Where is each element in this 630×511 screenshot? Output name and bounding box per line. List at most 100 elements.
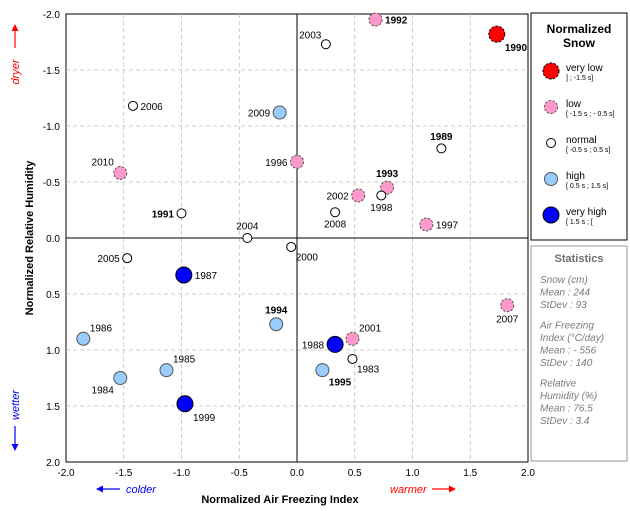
data-point xyxy=(113,166,128,181)
data-point xyxy=(175,266,193,284)
point-label: 1984 xyxy=(92,386,115,397)
y-tick-label: -0.5 xyxy=(43,178,61,189)
point-label: 1999 xyxy=(193,413,216,424)
y-tick-label: 0.0 xyxy=(46,234,60,245)
data-point xyxy=(351,188,366,203)
colder-label: colder xyxy=(126,484,157,496)
legend-entry-label: high xyxy=(566,171,585,182)
point-label: 1998 xyxy=(370,203,393,214)
point-label: 1991 xyxy=(152,209,175,220)
point-label: 2002 xyxy=(326,191,349,202)
x-tick-label: -2.0 xyxy=(57,468,75,479)
point-label: 2009 xyxy=(248,109,271,120)
data-point xyxy=(286,241,297,252)
data-point xyxy=(345,331,360,346)
legend-entry-label: very low xyxy=(566,63,603,74)
point-label: 1995 xyxy=(329,378,352,389)
point-label: 2008 xyxy=(324,220,347,231)
data-point xyxy=(269,317,284,332)
legend: Normalized Snow very low] ; -1.5 s]low[ … xyxy=(530,12,628,241)
point-label: 2006 xyxy=(140,102,163,113)
dryer-indicator: dryer xyxy=(10,24,22,85)
legend-marker xyxy=(544,100,558,114)
x-tick-label: 1.0 xyxy=(406,468,420,479)
statistics-line: Air Freezing xyxy=(539,321,594,332)
wetter-arrowhead-icon xyxy=(11,444,19,451)
data-point xyxy=(380,180,395,195)
point-label: 1990 xyxy=(505,43,528,54)
x-tick-label: 1.5 xyxy=(463,468,477,479)
statistics-line: Snow (cm) xyxy=(540,275,588,286)
statistics-line: Index (°C/day) xyxy=(540,333,604,344)
point-label: 2007 xyxy=(496,315,519,326)
x-tick-label: -0.5 xyxy=(231,468,249,479)
legend-entry-label: very high xyxy=(566,207,607,218)
legend-entry-range: [ 0.5 s ; 1.5 s] xyxy=(566,183,608,190)
data-point xyxy=(127,100,138,111)
data-point xyxy=(113,371,128,385)
statistics-line: Humidity (%) xyxy=(540,391,597,402)
point-label: 2001 xyxy=(359,323,382,334)
point-label: 1983 xyxy=(357,364,380,375)
y-tick-label: 2.0 xyxy=(46,458,60,469)
warmer-indicator: warmer xyxy=(390,484,456,496)
point-label: 2004 xyxy=(236,222,259,233)
legend-marker xyxy=(542,206,560,224)
legend-entry-label: normal xyxy=(566,135,597,146)
zero-axes xyxy=(66,14,528,462)
legend-entry-range: [ 1.5 s ; [ xyxy=(566,219,593,226)
data-point xyxy=(368,12,383,27)
y-tick-label: 0.5 xyxy=(46,290,60,301)
y-axis-label: Normalized Relative Humidity xyxy=(24,160,36,316)
statistics-line: Mean : 244 xyxy=(540,288,590,299)
data-point xyxy=(376,190,387,201)
statistics-box xyxy=(530,245,628,462)
legend-entry-range: [ -1.5 s ; - 0.5 s] xyxy=(566,111,615,118)
point-label: 2005 xyxy=(97,254,120,265)
point-label: 1986 xyxy=(90,323,113,334)
statistics-title: Statistics xyxy=(555,253,604,265)
point-label: 1987 xyxy=(195,271,218,282)
point-label: 1988 xyxy=(302,340,325,351)
y-tick-label: -1.5 xyxy=(43,66,61,77)
legend-entry-range: [ -0.5 s ; 0.5 s] xyxy=(566,147,610,154)
colder-indicator: colder xyxy=(96,484,157,496)
data-point xyxy=(176,395,194,413)
x-tick-label: 2.0 xyxy=(521,468,535,479)
point-label: 1989 xyxy=(430,132,453,143)
statistics-line: Mean : 76.5 xyxy=(540,404,593,415)
data-point xyxy=(326,335,344,353)
y-tick-label: -2.0 xyxy=(43,10,61,21)
point-label: 1994 xyxy=(265,306,288,317)
x-tick-label: 0.5 xyxy=(348,468,362,479)
data-point xyxy=(315,363,330,378)
wetter-label: wetter xyxy=(10,389,22,420)
data-point xyxy=(272,105,287,120)
data-point xyxy=(330,207,341,218)
point-label: 1996 xyxy=(265,158,288,169)
point-label: 1993 xyxy=(376,169,399,180)
legend-entry-range: ] ; -1.5 s] xyxy=(566,75,593,82)
data-point xyxy=(500,298,515,313)
point-label: 1992 xyxy=(385,16,408,27)
point-label: 1985 xyxy=(173,355,196,366)
data-point xyxy=(488,25,506,43)
data-point xyxy=(76,331,91,346)
legend-marker xyxy=(544,172,558,186)
data-point xyxy=(290,154,304,169)
data-point xyxy=(122,253,133,264)
x-axis-label: Normalized Air Freezing Index xyxy=(201,494,359,506)
dryer-label: dryer xyxy=(10,58,22,84)
statistics-line: Mean : - 556 xyxy=(540,346,597,357)
point-label: 2003 xyxy=(299,31,322,42)
y-tick-label: 1.0 xyxy=(46,346,60,357)
point-label: 1997 xyxy=(436,221,459,232)
legend-marker xyxy=(546,138,556,148)
data-point xyxy=(242,233,253,243)
data-point xyxy=(176,208,187,219)
colder-arrowhead-icon xyxy=(96,485,103,493)
statistics-line: StDev : 140 xyxy=(540,358,593,369)
statistics-line: StDev : 93 xyxy=(540,300,587,311)
legend-marker xyxy=(542,62,560,80)
